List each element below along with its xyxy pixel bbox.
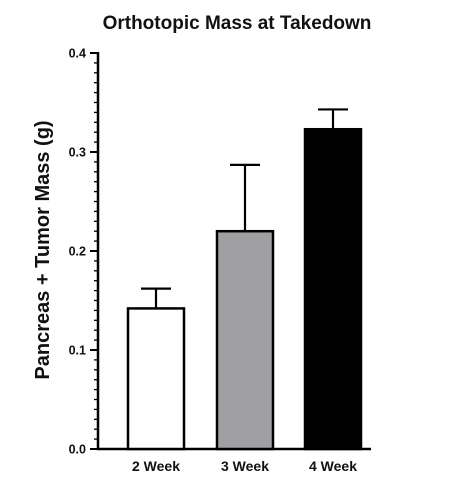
x-tick-label: 3 Week [221, 458, 269, 474]
bar [215, 229, 275, 451]
x-tick-label: 2 Week [132, 458, 180, 474]
y-tick-label: 0.0 [69, 443, 86, 457]
chart-title: Orthotopic Mass at Takedown [103, 13, 372, 34]
bars [126, 108, 363, 451]
y-ticks: 0.0 0.1 0.2 0.3 0.4 [69, 47, 98, 457]
bar [126, 307, 186, 451]
y-tick-label: 0.1 [69, 344, 86, 358]
y-tick-label: 0.3 [69, 146, 86, 160]
y-tick-label: 0.4 [69, 47, 86, 61]
x-tick-labels: 2 Week 3 Week 4 Week [132, 458, 357, 474]
x-tick-label: 4 Week [309, 458, 357, 474]
bar [303, 127, 363, 451]
y-axis-label: Pancreas + Tumor Mass (g) [32, 120, 54, 379]
y-tick-label: 0.2 [69, 245, 86, 259]
